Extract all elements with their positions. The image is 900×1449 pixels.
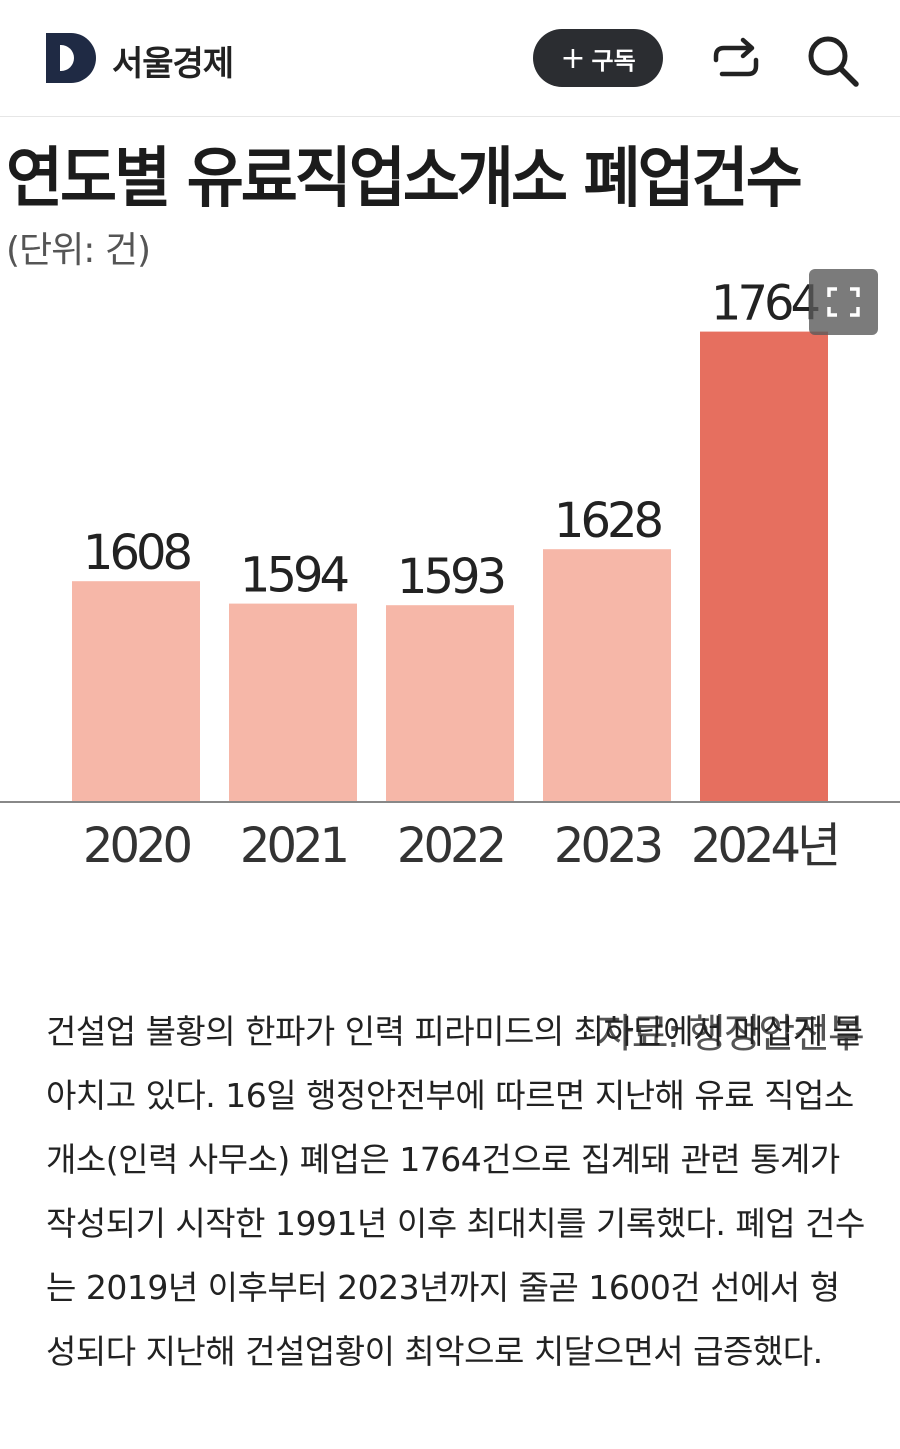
bar-value-label: 1628 xyxy=(554,493,662,549)
bar-value-label: 1764 xyxy=(711,276,819,332)
chart-source: 자료: 행정안전부 xyxy=(597,1011,865,1057)
expand-icon xyxy=(827,287,860,317)
chart-image[interactable]: 연도별 유료직업소개소 폐업건수 (단위: 건) 1608 2020 1594 202… xyxy=(0,117,900,1057)
chart-title: 연도별 유료직업소개소 폐업건수 xyxy=(6,139,803,217)
top-bar: 서울경제 + 구독 xyxy=(0,0,900,117)
bar-2023 xyxy=(543,549,671,802)
bar-value-label: 1593 xyxy=(397,549,504,605)
subscribe-button[interactable]: + 구독 xyxy=(533,29,663,87)
subscribe-label: 구독 xyxy=(591,46,636,75)
bar-2021 xyxy=(229,603,357,802)
x-tick-label: 2022 xyxy=(397,818,503,874)
article-paragraph: 건설업 불황의 한파가 인력 피라미드의 최하단에서 매섭게 몰아치고 있다. … xyxy=(46,1012,865,1371)
bar-chart: 1608 2020 1594 2021 1593 2022 1628 2023 1764 2024… xyxy=(0,276,900,874)
x-tick-label: 2024년 xyxy=(691,818,837,874)
x-tick-label: 2023 xyxy=(554,818,661,874)
bar-2024년 xyxy=(700,331,828,802)
search-icon[interactable] xyxy=(806,34,860,88)
x-tick-label: 2020 xyxy=(83,818,191,874)
plus-icon: + xyxy=(560,40,586,76)
bar-value-label: 1608 xyxy=(83,525,191,581)
logo-icon[interactable] xyxy=(46,33,96,83)
bar-2022 xyxy=(386,605,514,802)
chart-unit: (단위: 건) xyxy=(6,230,151,271)
article-body: 건설업 불황의 한파가 인력 피라미드의 최하단에서 매섭게 몰아치고 있다. … xyxy=(46,1000,866,1384)
expand-button[interactable] xyxy=(809,269,878,335)
bar-2020 xyxy=(72,581,200,802)
x-tick-label: 2021 xyxy=(240,818,347,874)
bar-value-label: 1594 xyxy=(240,548,348,604)
publisher-name[interactable]: 서울경제 xyxy=(112,44,234,84)
share-icon[interactable] xyxy=(710,36,762,84)
